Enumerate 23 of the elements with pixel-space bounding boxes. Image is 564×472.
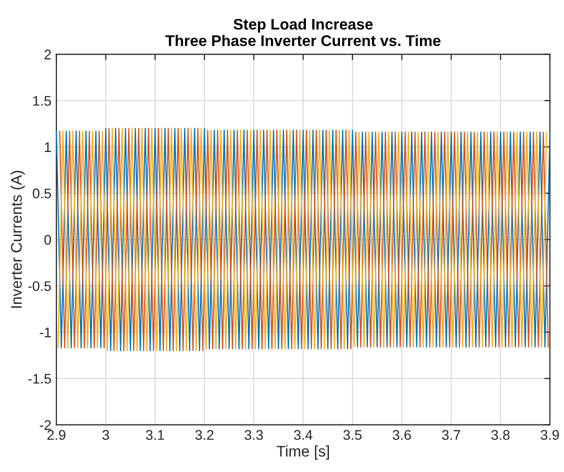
y-tick-label: -1.5 <box>28 374 51 384</box>
x-tick-label: 3.7 <box>442 430 460 440</box>
y-tick-label: -0.5 <box>28 281 51 292</box>
y-tick-label: 0.5 <box>32 188 51 198</box>
y-tick-label: 1 <box>44 142 51 152</box>
x-tick-label: 3 <box>102 430 109 440</box>
x-tick-label: 3.4 <box>294 430 312 440</box>
chart-title: Step Load Increase Three Phase Inverter Current vs. Time <box>165 18 440 46</box>
x-tick-label: 3.2 <box>195 430 214 440</box>
y-tick-label: -2 <box>40 420 51 430</box>
x-tick-label: 3.3 <box>244 430 263 440</box>
x-tick-label: 3.5 <box>343 430 362 440</box>
x-tick-label: 3.8 <box>491 430 510 440</box>
x-tick-label: 2.9 <box>47 430 66 440</box>
x-tick-label: 3.9 <box>540 430 559 440</box>
x-tick-label: 3.6 <box>392 430 411 440</box>
y-tick-label: 2 <box>44 50 51 60</box>
x-tick-label: 3.1 <box>146 430 164 440</box>
x-axis-title: Time [s] <box>276 445 329 460</box>
y-axis-title: Inverter Currents (A) <box>10 170 25 308</box>
y-tick-label: 0 <box>44 234 51 245</box>
y-tick-label: -1 <box>40 328 51 338</box>
y-tick-label: 1.5 <box>33 96 51 106</box>
